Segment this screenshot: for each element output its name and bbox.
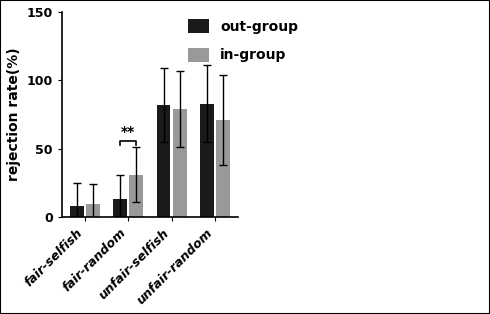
- Bar: [129, 175, 143, 217]
- Bar: [113, 199, 127, 217]
- Text: **: **: [121, 125, 135, 139]
- Bar: [172, 109, 187, 217]
- Bar: [70, 206, 84, 217]
- Bar: [86, 203, 100, 217]
- Bar: [216, 120, 230, 217]
- Bar: [157, 105, 171, 217]
- Legend: out-group, in-group: out-group, in-group: [188, 19, 298, 62]
- Bar: [200, 104, 214, 217]
- Y-axis label: rejection rate(%): rejection rate(%): [7, 48, 21, 181]
